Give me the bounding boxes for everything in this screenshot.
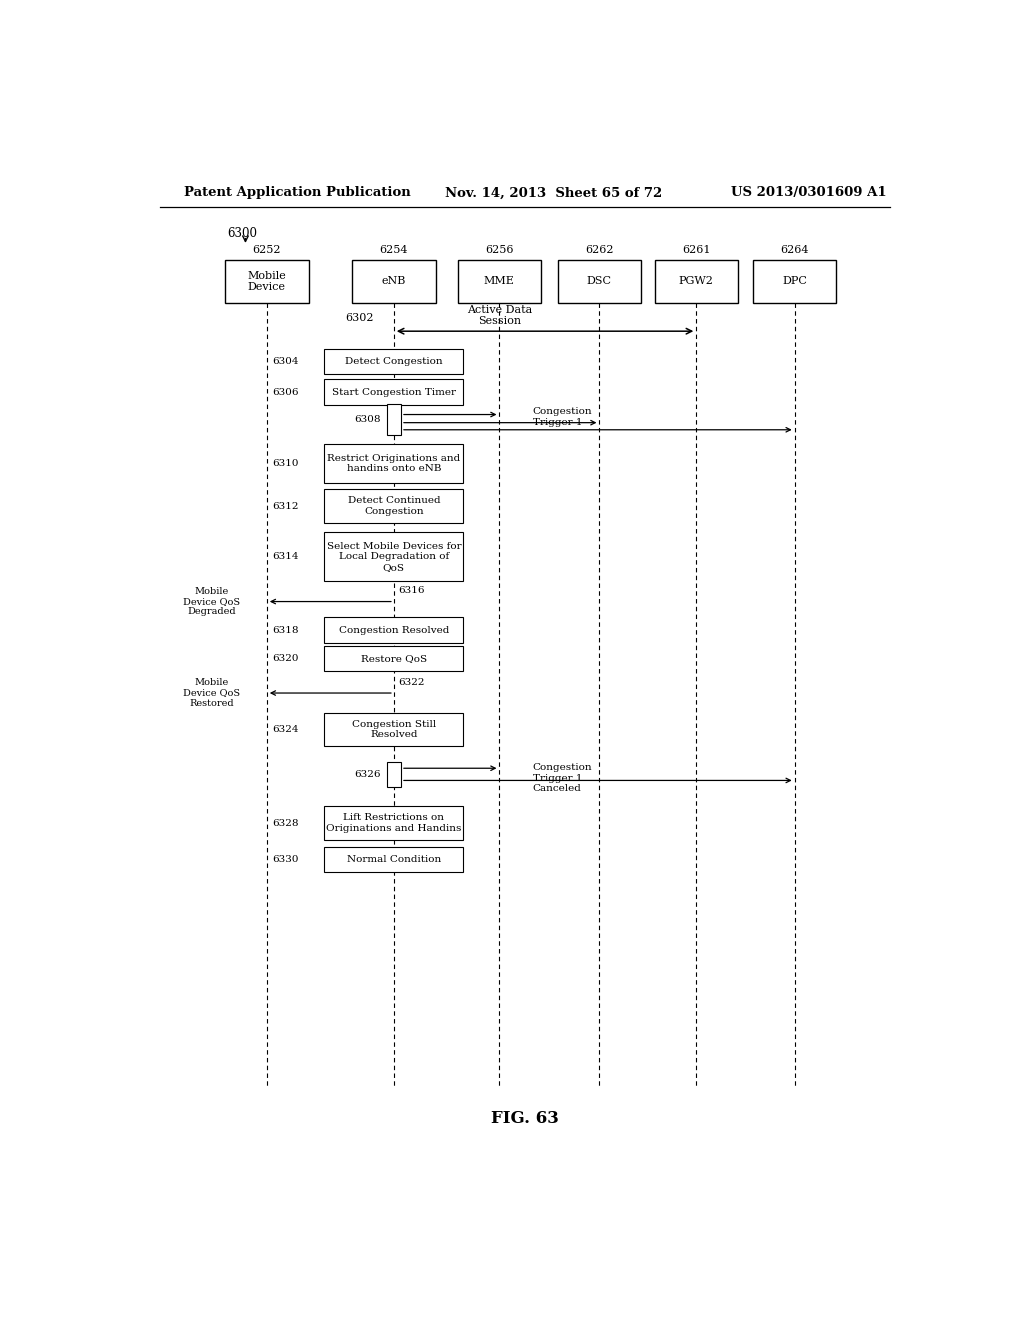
FancyBboxPatch shape xyxy=(325,645,463,671)
FancyBboxPatch shape xyxy=(458,260,541,302)
Text: Lift Restrictions on
Originations and Handins: Lift Restrictions on Originations and Ha… xyxy=(327,813,462,833)
FancyBboxPatch shape xyxy=(325,379,463,405)
Text: 6310: 6310 xyxy=(272,459,299,467)
FancyBboxPatch shape xyxy=(325,348,463,375)
Text: 6316: 6316 xyxy=(397,586,424,595)
Text: 6318: 6318 xyxy=(272,626,299,635)
Text: 6300: 6300 xyxy=(227,227,257,240)
FancyBboxPatch shape xyxy=(387,404,401,434)
Text: Restrict Originations and
handins onto eNB: Restrict Originations and handins onto e… xyxy=(328,454,461,473)
Text: 6312: 6312 xyxy=(272,502,299,511)
Text: US 2013/0301609 A1: US 2013/0301609 A1 xyxy=(731,186,887,199)
Text: Restore QoS: Restore QoS xyxy=(360,653,427,663)
Text: Congestion Resolved: Congestion Resolved xyxy=(339,626,450,635)
Text: Select Mobile Devices for
Local Degradation of
QoS: Select Mobile Devices for Local Degradat… xyxy=(327,543,461,572)
Text: 6308: 6308 xyxy=(354,414,380,424)
FancyBboxPatch shape xyxy=(352,260,435,302)
Text: Mobile
Device QoS
Degraded: Mobile Device QoS Degraded xyxy=(182,586,240,616)
Text: 6262: 6262 xyxy=(585,246,613,255)
Text: 6254: 6254 xyxy=(380,246,409,255)
Text: Patent Application Publication: Patent Application Publication xyxy=(183,186,411,199)
Text: MME: MME xyxy=(484,276,515,286)
FancyBboxPatch shape xyxy=(325,444,463,483)
FancyBboxPatch shape xyxy=(387,762,401,787)
Text: Detect Continued
Congestion: Detect Continued Congestion xyxy=(347,496,440,516)
Text: 6330: 6330 xyxy=(272,855,299,865)
FancyBboxPatch shape xyxy=(325,847,463,873)
Text: 6320: 6320 xyxy=(272,653,299,663)
Text: Active Data
Session: Active Data Session xyxy=(467,305,532,326)
Text: 6326: 6326 xyxy=(354,770,380,779)
Text: Congestion
Trigger 1
Canceled: Congestion Trigger 1 Canceled xyxy=(532,763,592,793)
Text: Normal Condition: Normal Condition xyxy=(347,855,441,865)
Text: 6264: 6264 xyxy=(780,246,809,255)
Text: PGW2: PGW2 xyxy=(679,276,714,286)
Text: 6256: 6256 xyxy=(485,246,514,255)
Text: Congestion Still
Resolved: Congestion Still Resolved xyxy=(351,719,436,739)
FancyBboxPatch shape xyxy=(325,490,463,523)
FancyBboxPatch shape xyxy=(325,713,463,746)
Text: 6261: 6261 xyxy=(682,246,711,255)
Text: FIG. 63: FIG. 63 xyxy=(490,1110,559,1127)
FancyBboxPatch shape xyxy=(325,532,463,581)
Text: DPC: DPC xyxy=(782,276,807,286)
Text: Start Congestion Timer: Start Congestion Timer xyxy=(332,388,456,397)
Text: Mobile
Device: Mobile Device xyxy=(248,271,287,292)
Text: 6314: 6314 xyxy=(272,552,299,561)
Text: Mobile
Device QoS
Restored: Mobile Device QoS Restored xyxy=(182,678,240,708)
Text: 6322: 6322 xyxy=(397,678,424,686)
FancyBboxPatch shape xyxy=(654,260,738,302)
Text: 6302: 6302 xyxy=(345,313,374,323)
FancyBboxPatch shape xyxy=(225,260,308,302)
Text: 6252: 6252 xyxy=(253,246,282,255)
Text: eNB: eNB xyxy=(382,276,407,286)
Text: 6306: 6306 xyxy=(272,388,299,397)
Text: 6304: 6304 xyxy=(272,358,299,366)
FancyBboxPatch shape xyxy=(558,260,641,302)
Text: 6324: 6324 xyxy=(272,725,299,734)
Text: 6328: 6328 xyxy=(272,818,299,828)
Text: Nov. 14, 2013  Sheet 65 of 72: Nov. 14, 2013 Sheet 65 of 72 xyxy=(445,186,663,199)
FancyBboxPatch shape xyxy=(753,260,837,302)
Text: DSC: DSC xyxy=(587,276,612,286)
Text: Detect Congestion: Detect Congestion xyxy=(345,358,442,366)
FancyBboxPatch shape xyxy=(325,618,463,643)
Text: Congestion
Trigger 1: Congestion Trigger 1 xyxy=(532,408,592,426)
FancyBboxPatch shape xyxy=(325,807,463,840)
